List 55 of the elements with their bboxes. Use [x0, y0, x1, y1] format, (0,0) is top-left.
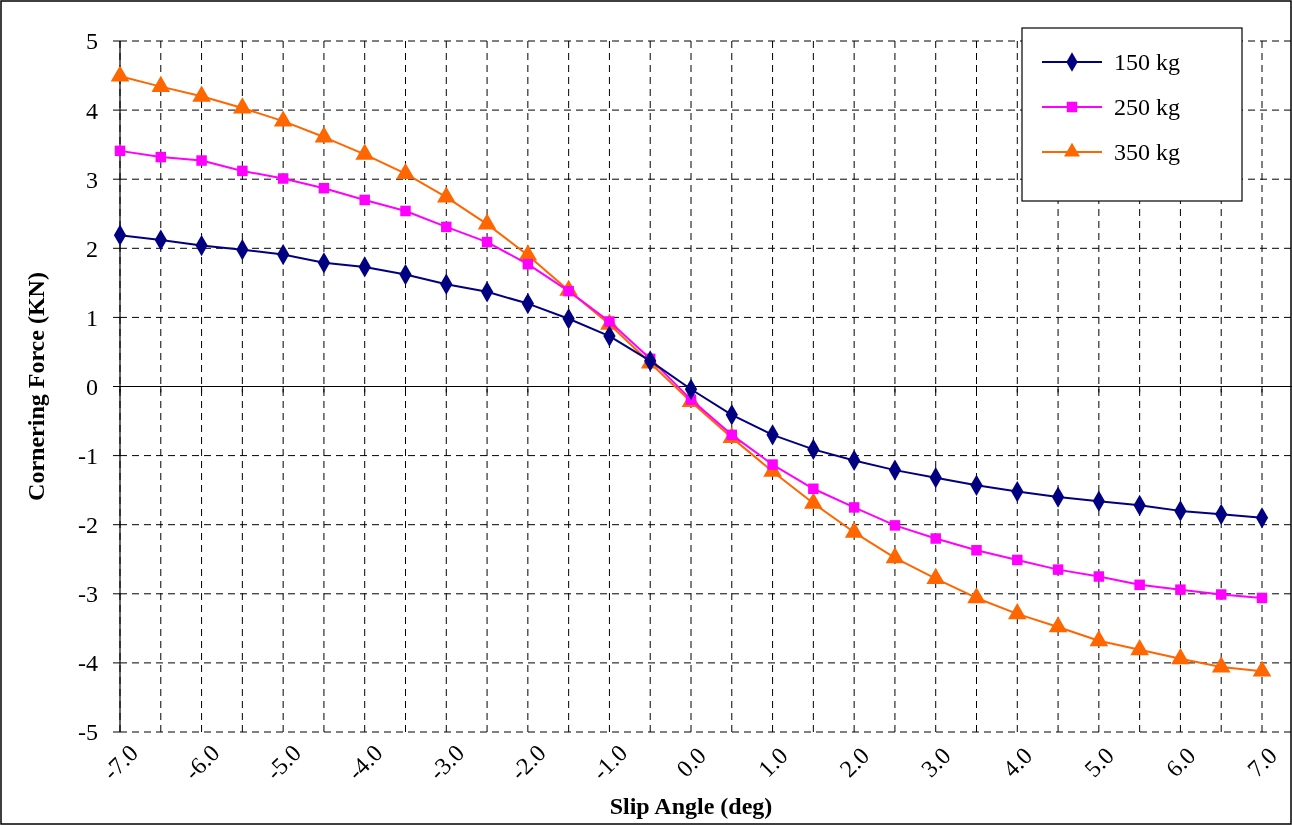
x-tick-label: 4.0 [997, 742, 1038, 783]
x-tick-label: -4.0 [342, 739, 388, 785]
y-tick-label: -2 [78, 512, 98, 539]
y-tick-label: -5 [78, 719, 98, 746]
point [1215, 589, 1227, 600]
point [930, 533, 941, 544]
point [1093, 571, 1105, 582]
x-tick-label: 1.0 [753, 742, 793, 783]
point [359, 194, 370, 206]
legend-label: 150 kg [1114, 49, 1180, 76]
point [277, 173, 289, 184]
point [155, 151, 167, 163]
point [114, 145, 126, 157]
legend-label: 250 kg [1114, 94, 1180, 121]
point [522, 258, 534, 270]
point [1256, 592, 1268, 604]
x-tick-label: 0.0 [671, 742, 712, 783]
x-tick-label: -3.0 [423, 739, 470, 785]
point [196, 155, 207, 166]
x-tick-label: 5.0 [1079, 742, 1119, 783]
x-axis-title: Slip Angle (deg) [609, 793, 773, 819]
x-tick-label: -2.0 [505, 739, 551, 785]
point [971, 545, 982, 556]
point [237, 165, 248, 177]
point [441, 221, 452, 233]
x-tick-label: -5.0 [260, 739, 307, 785]
x-tick-label: -7.0 [97, 739, 143, 785]
point [1012, 554, 1023, 566]
y-tick-label: 2 [86, 235, 98, 262]
point [1052, 564, 1064, 575]
point [889, 520, 901, 531]
y-axis-title: Cornering Force (KN) [23, 272, 49, 501]
y-tick-label: 4 [86, 97, 98, 124]
point [1175, 584, 1186, 595]
y-tick-label: 1 [86, 304, 98, 331]
y-tick-label: -1 [78, 443, 98, 469]
point [318, 182, 330, 194]
x-tick-label: -1.0 [587, 739, 633, 785]
y-tick-label: 3 [86, 166, 98, 193]
x-tick-label: 3.0 [916, 742, 956, 783]
point [808, 483, 819, 495]
point [767, 459, 778, 470]
point [1134, 579, 1145, 591]
point [848, 502, 860, 513]
x-tick-label: -6.0 [179, 739, 225, 785]
legend-label: 350 kg [1114, 139, 1180, 166]
x-tick-label: 7.0 [1242, 742, 1283, 783]
x-tick-label: 2.0 [834, 742, 875, 783]
point [481, 236, 493, 248]
point [400, 205, 411, 217]
y-tick-label: 5 [86, 28, 98, 55]
y-tick-label: 0 [86, 373, 98, 400]
y-tick-label: -3 [78, 581, 98, 608]
x-tick-label: 6.0 [1160, 742, 1201, 783]
y-tick-label: -4 [78, 650, 98, 677]
